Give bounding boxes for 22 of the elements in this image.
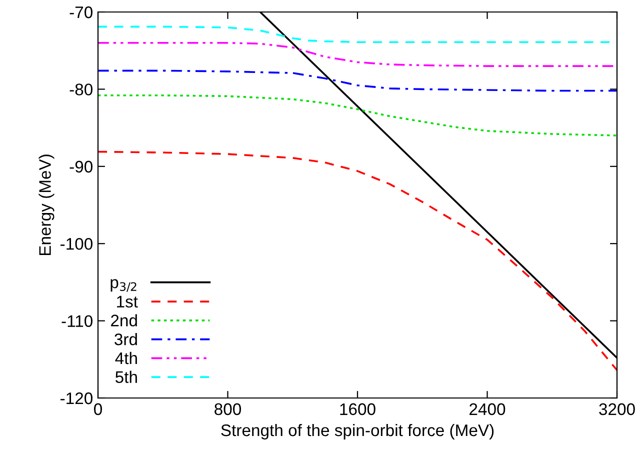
legend-label: 1st <box>117 296 138 308</box>
line-series <box>98 94 617 136</box>
legend-label: 5th <box>116 370 137 384</box>
y-tick-label: -100 <box>60 238 92 250</box>
x-tick-label: 2400 <box>470 403 506 416</box>
legend-label: 4th <box>115 352 137 364</box>
y-tick-label: -80 <box>70 84 92 96</box>
y-tick-label: -110 <box>62 315 92 328</box>
y-tick-label: -70 <box>70 6 92 18</box>
line-series <box>98 150 617 372</box>
x-tick-label: 3200 <box>599 403 635 416</box>
x-tick-label: 0 <box>94 403 102 416</box>
x-tick-label: 1600 <box>340 403 376 416</box>
legend-label: 3rd <box>114 333 137 346</box>
legend-label: 2nd <box>111 314 137 326</box>
line-series <box>98 70 617 92</box>
y-tick-label: -90 <box>70 160 92 173</box>
legend-label: p$_{3/2}$ <box>110 279 136 292</box>
x-tick-label: 800 <box>214 403 242 416</box>
x-axis-title: Strength of the spin-orbit force (MeV) <box>221 424 494 440</box>
y-axis-title: Energy (MeV) <box>38 154 54 256</box>
y-tick-label: -120 <box>60 392 92 404</box>
